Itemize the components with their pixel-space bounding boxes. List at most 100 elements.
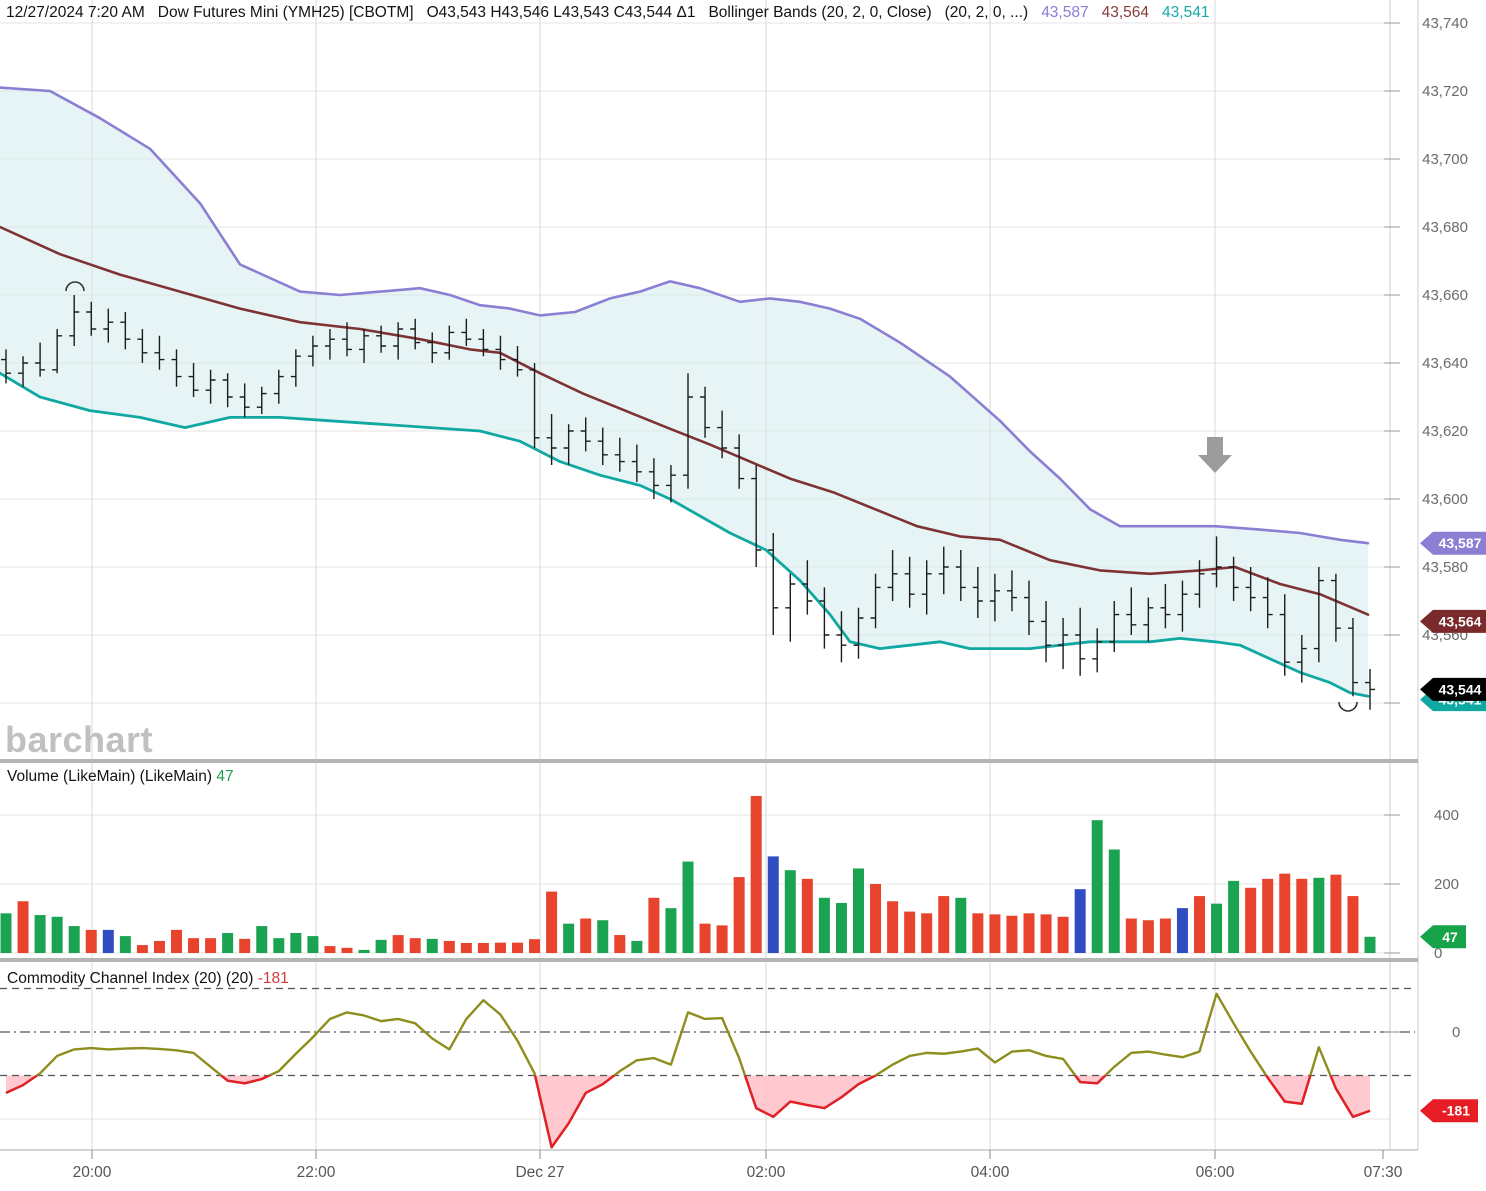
axis-label: 06:00 [1196, 1164, 1235, 1181]
volume-bar [853, 868, 864, 953]
volume-bar [665, 908, 677, 953]
chart-annotations [65, 281, 1358, 712]
volume-bar [68, 926, 80, 953]
price-badge [1420, 531, 1486, 555]
down-arrow-annotation[interactable] [1198, 437, 1232, 473]
volume-bar [563, 923, 575, 953]
volume-bar [699, 923, 711, 953]
ohlc-bar [273, 369, 284, 404]
ohlc-bar [751, 465, 762, 567]
axis-label: 43,720 [1422, 83, 1468, 100]
header-ohlc-values: O43,543 H43,546 L43,543 C43,544 Δ1 [426, 4, 696, 21]
volume-bar [512, 942, 523, 953]
bollinger-bands [0, 86, 1370, 698]
header-indicator-params[interactable]: (20, 2, 0, ...) [944, 4, 1029, 21]
axis-label: 43,640 [1422, 355, 1468, 372]
ohlc-bar [1262, 577, 1273, 629]
volume-bar [733, 877, 745, 953]
volume-bar [648, 897, 660, 953]
ohlc-bar [512, 346, 523, 377]
cci-current-value: -181 [257, 970, 289, 987]
volume-bar [597, 920, 609, 953]
cci-title-label[interactable]: Commodity Channel Index (20) [7, 970, 222, 987]
ohlc-bar [631, 444, 642, 482]
volume-bar [835, 902, 847, 953]
volume-bar [614, 935, 626, 953]
ohlc-bar [580, 417, 591, 452]
volume-title-params[interactable]: (LikeMain) [139, 768, 213, 785]
arc-annotation-top [65, 281, 85, 292]
volume-bar [955, 897, 967, 953]
header-indicator-label[interactable]: Bollinger Bands (20, 2, 0, Close) [708, 4, 932, 21]
volume-bar [426, 938, 438, 953]
volume-bar [1108, 849, 1120, 953]
header-symbol: Dow Futures Mini (YMH25) [CBOTM] [157, 4, 414, 21]
volume-bar [341, 947, 353, 953]
volume-bar [682, 861, 694, 953]
ohlc-bar [35, 342, 46, 377]
cci-title-params[interactable]: (20) [225, 970, 254, 987]
axis-label: 02:00 [747, 1164, 786, 1181]
volume-bar [784, 870, 796, 953]
cci-panel-title: Commodity Channel Index (20) (20) -181 [7, 970, 289, 988]
volume-bar [1040, 914, 1052, 953]
volume-bar [307, 936, 319, 953]
ohlc-bar [188, 363, 199, 397]
ohlc-bar [222, 373, 233, 408]
volume-bar [1262, 878, 1274, 953]
ohlc-bars [1, 295, 1375, 710]
volume-bar [818, 897, 830, 953]
ohlc-bar [171, 349, 182, 387]
volume-bar [989, 914, 1001, 953]
ohlc-bar [1109, 601, 1120, 652]
ohlc-bar [1177, 580, 1188, 632]
axis-label: 43,680 [1422, 219, 1468, 236]
ohlc-bar [717, 410, 728, 459]
volume-bar [375, 939, 387, 953]
volume-title-label[interactable]: Volume (LikeMain) [7, 768, 136, 785]
ohlc-bar [239, 383, 250, 418]
ohlc-bar [1143, 597, 1154, 642]
axis-label: 04:00 [971, 1164, 1010, 1181]
ohlc-bar [307, 335, 318, 367]
volume-bar [358, 949, 370, 953]
axis-label: 400 [1434, 807, 1459, 824]
volume-bar [460, 942, 472, 953]
volume-bar [580, 918, 592, 953]
axis-label: 43,600 [1422, 491, 1468, 508]
volume-bar [1074, 889, 1086, 953]
panel-dividers [0, 759, 1418, 962]
volume-bar [904, 911, 916, 953]
volume-bar [188, 938, 200, 953]
ohlc-bar [955, 550, 966, 601]
header-bb-lower-value: 43,541 [1162, 4, 1210, 21]
ohlc-bar [665, 465, 676, 503]
volume-bar [273, 938, 285, 953]
ohlc-bar [1245, 567, 1256, 612]
volume-bar [256, 926, 268, 953]
ohlc-bar [1194, 560, 1205, 608]
axis-label: Dec 27 [515, 1164, 564, 1181]
ohlc-bar [836, 611, 847, 663]
volume-bar [750, 796, 762, 953]
volume-bar [392, 935, 404, 953]
ohlc-bar [546, 414, 557, 465]
price-badge [1420, 1099, 1478, 1123]
volume-bar [477, 942, 489, 953]
volume-bar [1057, 916, 1069, 953]
arc-annotation-bottom [1338, 701, 1358, 712]
ohlc-bar [256, 386, 267, 414]
cci-oversold-fill [6, 1075, 1370, 1148]
volume-bar [443, 940, 455, 953]
ohlc-bar [1330, 573, 1341, 642]
ohlc-bar [137, 329, 148, 363]
ohlc-bar [410, 318, 421, 350]
ohlc-bar [683, 373, 693, 489]
volume-bar [767, 856, 779, 953]
cci-line-oversold [5, 1075, 1371, 1149]
axis-label: 43,700 [1422, 151, 1468, 168]
badge-value: 43,544 [1439, 681, 1482, 697]
